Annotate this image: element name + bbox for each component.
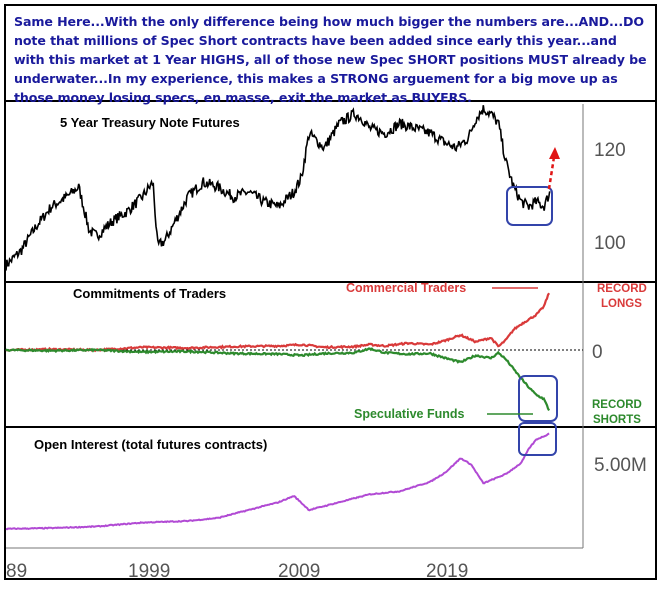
x-tick-89: 89 — [6, 561, 27, 582]
spec-highlight-box — [518, 375, 558, 422]
x-tick-2019: 2019 — [426, 561, 468, 582]
commercial-series-line — [5, 292, 551, 353]
record-shorts-label-1: RECORD — [592, 399, 642, 411]
speculative-series-line — [5, 347, 551, 411]
oi-panel-title: Open Interest (total futures contracts) — [34, 437, 267, 452]
oi-highlight-box — [518, 422, 557, 456]
price-panel-title: 5 Year Treasury Note Futures — [60, 115, 240, 130]
price-series-line — [5, 105, 551, 271]
y-tick-100: 100 — [594, 233, 626, 254]
record-longs-label-2: LONGS — [601, 298, 642, 310]
speculative-funds-label: Speculative Funds — [354, 407, 464, 421]
record-longs-label-1: RECORD — [597, 283, 647, 295]
x-tick-2009: 2009 — [278, 561, 320, 582]
commercial-traders-label: Commercial Traders — [346, 281, 466, 295]
projection-arrow-shaft — [547, 156, 556, 190]
record-shorts-label-2: SHORTS — [593, 414, 641, 426]
y-tick-120: 120 — [594, 140, 626, 161]
price-highlight-box — [506, 186, 553, 226]
y-tick-zero: 0 — [592, 342, 603, 363]
x-tick-1999: 1999 — [128, 561, 170, 582]
projection-arrow-head — [549, 147, 560, 159]
open-interest-series-line — [5, 432, 550, 531]
commentary-text: Same Here...With the only difference bei… — [6, 6, 655, 105]
cot-panel-title: Commitments of Traders — [73, 286, 226, 301]
y-tick-5m: 5.00M — [594, 455, 647, 476]
